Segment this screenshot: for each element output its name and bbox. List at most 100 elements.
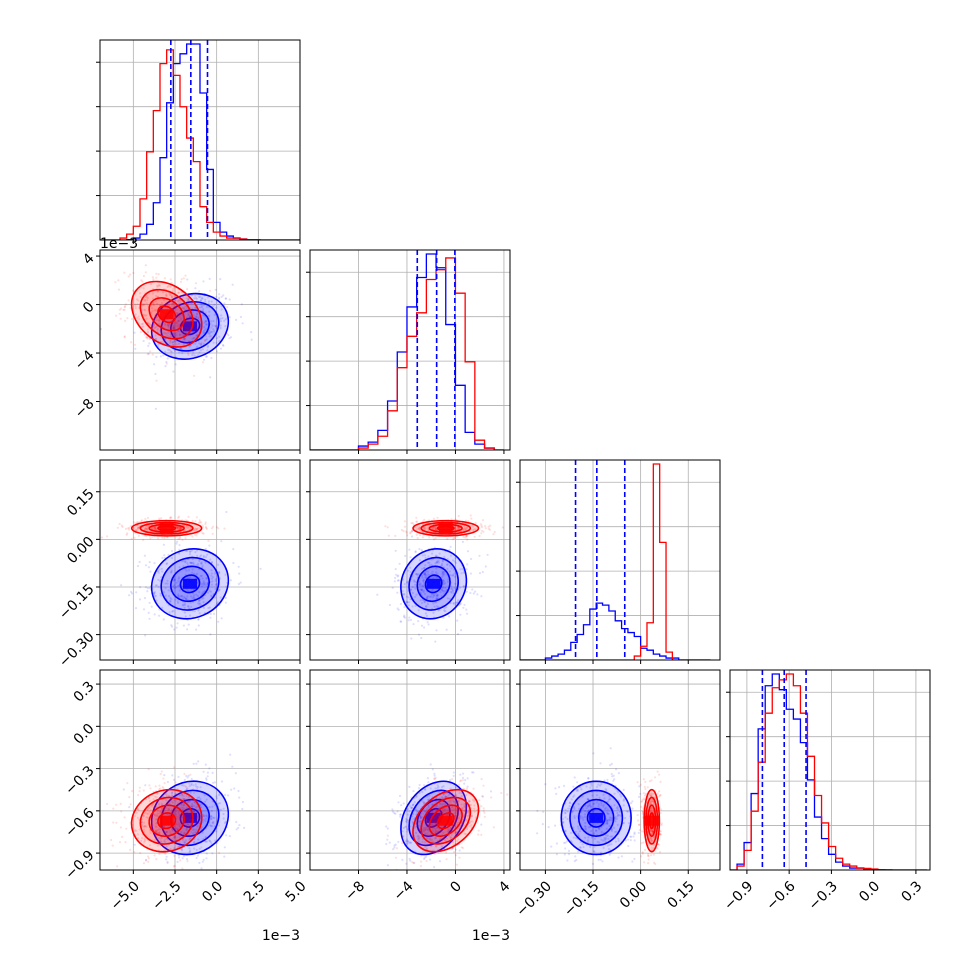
scatter-point [123,335,126,338]
scatter-point [193,594,196,597]
scatter-point [418,824,421,827]
scatter-point [463,812,467,816]
scatter-point [434,816,437,819]
scatter-point [415,593,418,596]
scatter-point [445,606,448,609]
scatter-point [386,864,389,867]
scatter-point [197,300,200,304]
scatter-point [432,577,435,580]
scatter-point [617,791,620,794]
scatter-point [148,342,151,345]
scatter-point [474,521,477,525]
scatter-point [170,296,174,299]
scatter-point [127,275,130,278]
scatter-point [457,838,460,841]
scatter-point [193,610,196,613]
scatter-point [182,337,186,340]
scatter-point [188,847,191,850]
scatter-point [147,768,150,771]
scatter-point [138,318,141,321]
scatter-point [179,812,182,815]
scatter-point [125,827,128,830]
scatter-point [187,313,190,316]
scatter-point [189,561,193,564]
scatter-point [165,792,168,795]
scatter-point [431,527,435,530]
scatter-point [451,589,454,592]
scatter-point [123,306,126,309]
scatter-point [595,801,599,804]
scatter-point [420,584,423,587]
scatter-point [481,519,485,522]
plot-area [100,40,300,240]
scatter-point [427,623,430,626]
scatter-point [431,799,434,802]
scatter-point [421,589,424,592]
scatter-point [406,840,409,843]
scatter-point [598,841,601,844]
scatter-point [394,812,397,815]
scatter-point [586,805,589,808]
scatter-point [146,298,149,302]
scatter-point [198,599,201,602]
scatter-point [472,771,475,774]
scatter-point [204,300,207,303]
scatter-point [443,837,446,840]
scatter-point [237,565,240,568]
scatter-point [602,846,605,849]
scatter-point [172,609,175,613]
scatter-point [162,354,165,357]
scatter-point [193,529,196,532]
scatter-point [163,791,167,794]
scatter-point [143,839,147,842]
scatter-point [578,875,580,877]
scatter-point [217,802,220,805]
scatter-point [166,285,169,289]
scatter-point [176,801,179,804]
scatter-point [469,591,472,595]
scatter-point [417,816,420,819]
scatter-point [220,617,223,620]
scatter-point [176,600,179,603]
scatter-point [237,826,240,829]
scatter-point [196,572,199,575]
scatter-point [561,817,565,820]
scatter-point [459,613,462,616]
scatter-point [183,841,186,844]
scatter-point [209,330,212,334]
scatter-point [176,827,179,830]
scatter-point [195,856,198,860]
scatter-point [134,828,137,831]
scatter-point [143,313,146,316]
scatter-point [622,798,626,801]
scatter-point [178,552,181,555]
scatter-point [172,303,175,306]
scatter-point [170,353,173,357]
scatter-point [387,534,390,537]
scatter-point [615,817,618,820]
scatter-point [453,560,456,563]
scatter-point [212,341,215,344]
scatter-point [149,787,152,790]
scatter-point [240,303,243,306]
scatter-point [176,527,179,530]
scatter-point [409,566,412,569]
scatter-point [143,302,146,306]
scatter-point [430,811,433,814]
scatter-point [391,808,394,811]
panel-frame [99,459,301,661]
tick-label-x: −2.5 [149,878,184,913]
scatter-point [423,600,426,603]
scatter-point [172,327,175,330]
contour-blue [560,780,632,856]
scatter-point [169,516,172,519]
scatter-point [455,786,458,789]
scatter-point [417,527,420,530]
scatter-point [402,530,405,533]
scatter-point [441,560,444,563]
scatter-point [204,298,207,301]
scatter-point [191,535,194,538]
scatter-point [603,779,606,782]
scatter-point [449,799,452,802]
scatter-point [651,838,654,841]
